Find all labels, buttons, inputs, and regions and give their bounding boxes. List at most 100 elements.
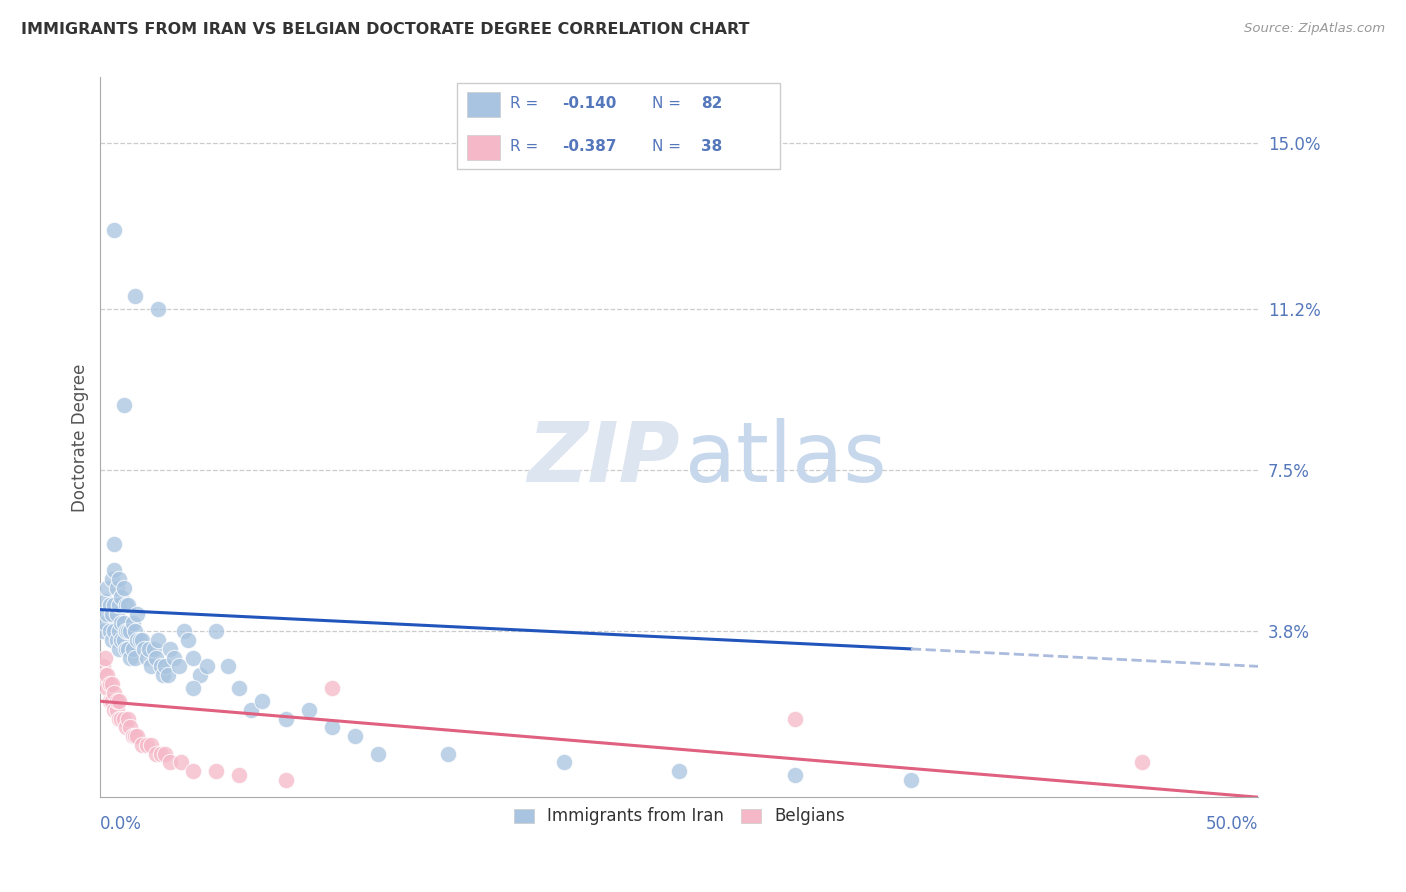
Point [138, 641, 160, 656]
Point [121, 729, 143, 743]
Point [181, 650, 204, 665]
Point [124, 650, 146, 665]
Point [117, 641, 139, 656]
Legend: Immigrants from Iran, Belgians: Immigrants from Iran, Belgians [508, 801, 852, 832]
Point [274, 772, 297, 787]
Point [112, 615, 135, 630]
Point [105, 694, 128, 708]
Point [228, 681, 250, 695]
Point [121, 641, 143, 656]
Point [101, 694, 124, 708]
Point [121, 615, 143, 630]
Point [181, 681, 204, 695]
Point [103, 563, 125, 577]
Point [274, 712, 297, 726]
Point [170, 756, 193, 770]
Point [134, 641, 156, 656]
Point [321, 721, 343, 735]
Point [103, 703, 125, 717]
Point [783, 712, 806, 726]
Point [553, 756, 575, 770]
Point [344, 729, 367, 743]
Point [217, 659, 239, 673]
Point [105, 581, 128, 595]
Point [153, 747, 176, 761]
Point [205, 764, 228, 778]
Y-axis label: Doctorate Degree: Doctorate Degree [72, 363, 89, 511]
Point [124, 288, 146, 302]
Point [127, 607, 149, 621]
Point [98, 624, 121, 639]
Point [131, 738, 153, 752]
Point [96, 681, 118, 695]
Point [145, 650, 167, 665]
Point [94, 594, 117, 608]
Point [117, 712, 139, 726]
Point [181, 764, 204, 778]
Point [131, 633, 153, 648]
Point [110, 633, 132, 648]
Point [117, 624, 139, 639]
Point [98, 677, 121, 691]
Point [135, 650, 157, 665]
Point [117, 599, 139, 613]
Point [239, 703, 262, 717]
Point [108, 694, 131, 708]
Point [148, 301, 170, 316]
Point [141, 738, 163, 752]
Point [112, 398, 135, 412]
Point [252, 694, 274, 708]
Point [141, 659, 163, 673]
Point [298, 703, 321, 717]
Point [101, 607, 124, 621]
Point [145, 747, 167, 761]
Text: 50.0%: 50.0% [1206, 815, 1258, 833]
Point [188, 668, 211, 682]
Point [900, 772, 922, 787]
Point [98, 694, 121, 708]
Point [108, 641, 131, 656]
Point [98, 599, 121, 613]
Point [173, 624, 195, 639]
Point [110, 712, 132, 726]
Point [94, 615, 117, 630]
Point [127, 729, 149, 743]
Point [110, 615, 132, 630]
Point [120, 721, 142, 735]
Point [108, 599, 131, 613]
Point [108, 572, 131, 586]
Point [1132, 756, 1154, 770]
Point [91, 659, 114, 673]
Point [152, 668, 174, 682]
Point [108, 624, 131, 639]
Point [96, 581, 118, 595]
Point [135, 738, 157, 752]
Point [103, 537, 125, 551]
Point [167, 659, 190, 673]
Point [114, 641, 136, 656]
Point [114, 721, 136, 735]
Point [94, 668, 117, 682]
Point [195, 659, 218, 673]
Point [96, 607, 118, 621]
Point [101, 633, 124, 648]
Point [91, 624, 114, 639]
Point [159, 756, 181, 770]
Point [668, 764, 690, 778]
Text: ZIP: ZIP [527, 418, 679, 500]
Point [120, 650, 142, 665]
Point [112, 712, 135, 726]
Point [105, 703, 128, 717]
Point [142, 641, 165, 656]
Text: IMMIGRANTS FROM IRAN VS BELGIAN DOCTORATE DEGREE CORRELATION CHART: IMMIGRANTS FROM IRAN VS BELGIAN DOCTORAT… [21, 22, 749, 37]
Point [112, 581, 135, 595]
Point [114, 599, 136, 613]
Point [783, 768, 806, 782]
Point [110, 590, 132, 604]
Point [105, 607, 128, 621]
Point [321, 681, 343, 695]
Point [367, 747, 389, 761]
Point [128, 633, 150, 648]
Text: 0.0%: 0.0% [100, 815, 142, 833]
Point [120, 624, 142, 639]
